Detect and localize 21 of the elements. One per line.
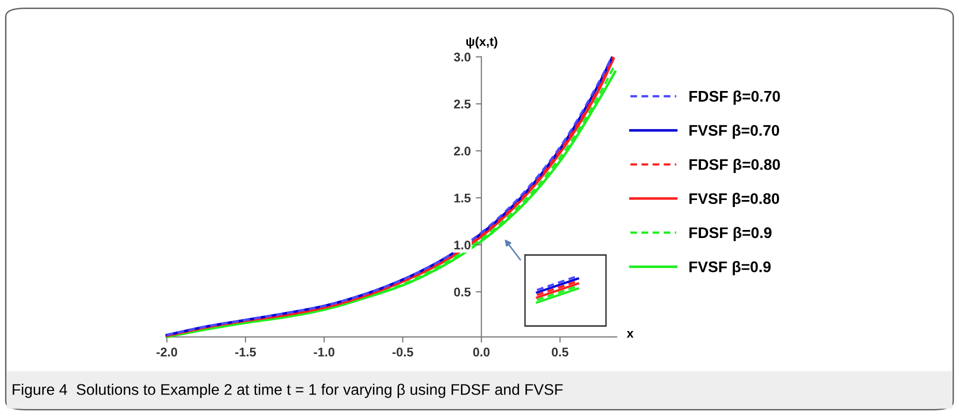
legend-label: FDSF β=0.9 — [689, 226, 772, 242]
legend-label: FVSF β=0.80 — [689, 192, 780, 208]
y-axis-title: ψ(x,t) — [466, 36, 498, 48]
x-axis-title: x — [626, 330, 634, 338]
x-tick-label: -1.5 — [235, 348, 256, 357]
y-tick-label: 2.0 — [454, 146, 470, 156]
y-tick-label: 3.0 — [454, 52, 470, 62]
caption: Figure 4 Solutions to Example 2 at time t = 1 for varying β using FDSF and FVSF — [12, 384, 563, 398]
x-tick-label: -0.5 — [392, 348, 414, 357]
legend-label: FDSF β=0.70 — [689, 90, 780, 105]
legend-label: FVSF β=0.70 — [689, 124, 780, 139]
x-tick-label: 0.5 — [552, 348, 568, 357]
y-tick-label: 2.5 — [454, 100, 471, 108]
x-tick-label: -1.0 — [314, 348, 334, 357]
legend-label: FVSF β=0.9 — [689, 261, 771, 276]
legend-label: FDSF β=0.80 — [689, 158, 780, 173]
x-tick-label: 0.0 — [473, 348, 490, 357]
y-tick-label: 0.5 — [454, 288, 471, 296]
y-tick-label: 1.0 — [454, 240, 470, 250]
y-tick-label: 1.5 — [454, 194, 471, 202]
x-tick-label: -2.0 — [156, 348, 178, 357]
